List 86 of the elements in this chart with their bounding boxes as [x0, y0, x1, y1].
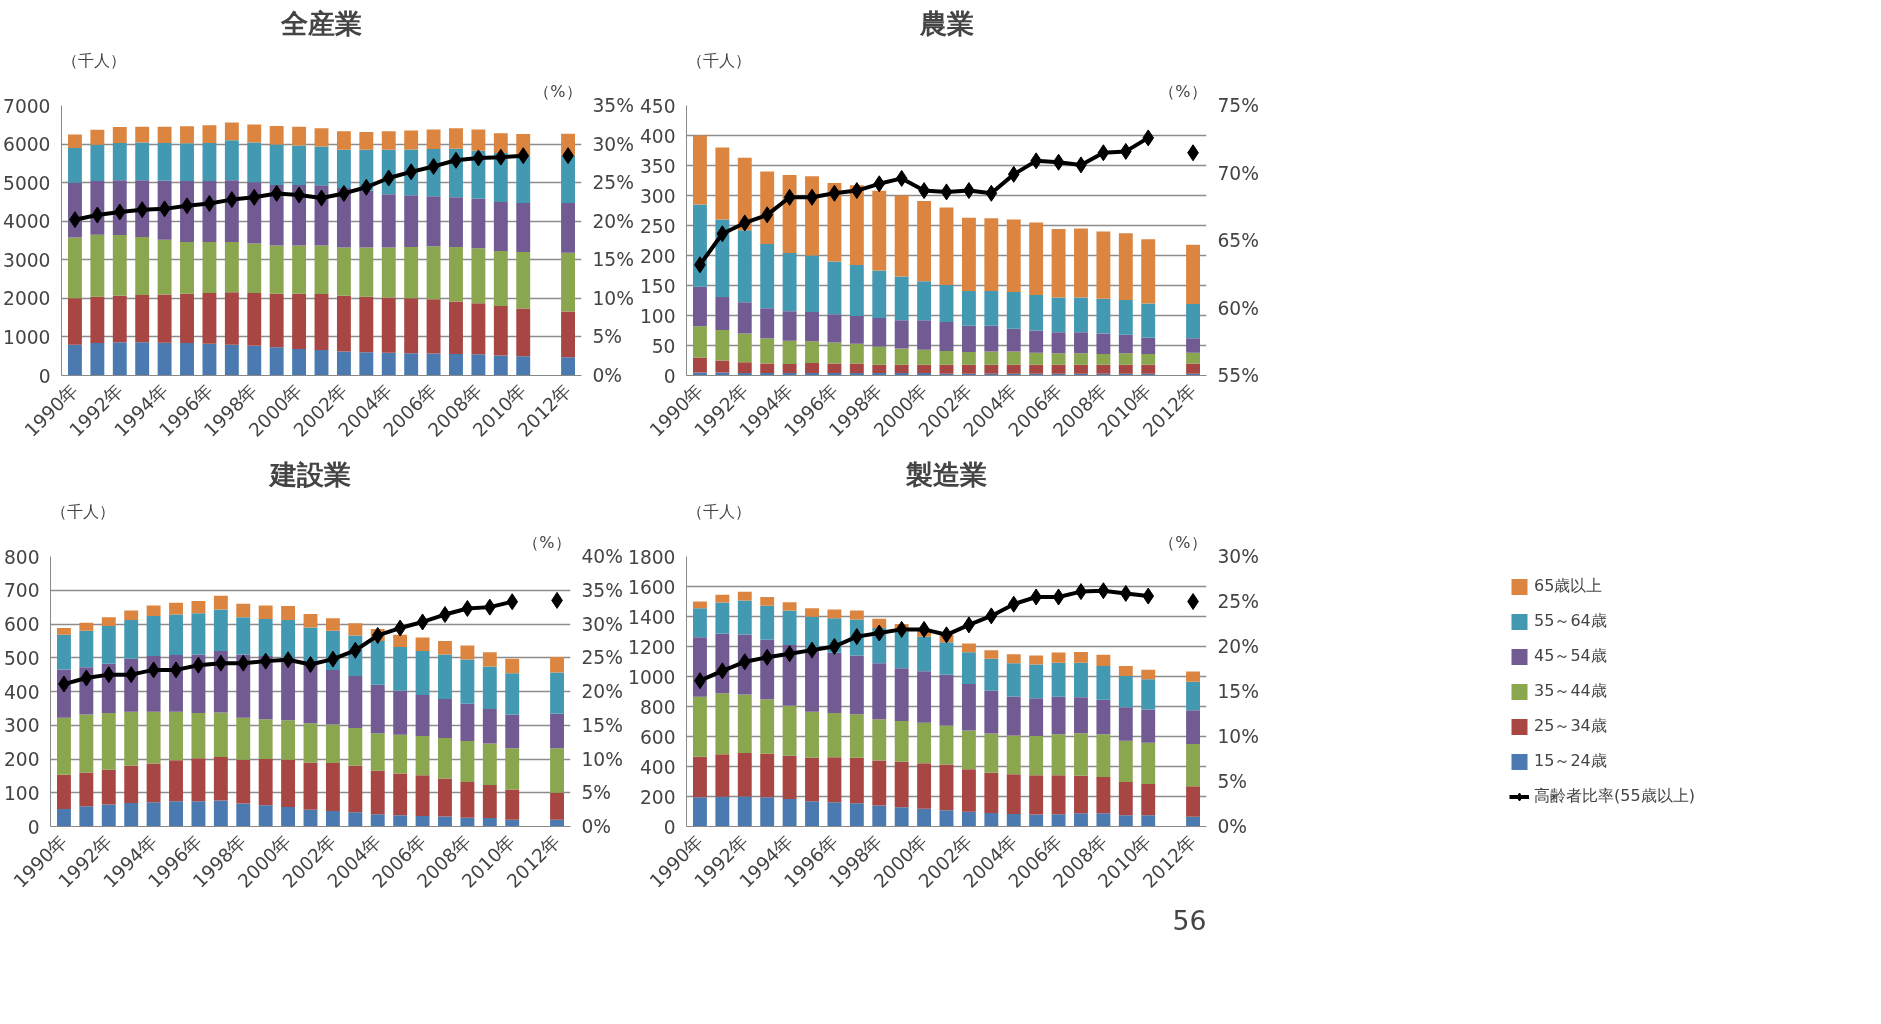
text: 56: [1172, 904, 1207, 936]
y2-tick-label: 65%: [1217, 230, 1259, 251]
y-tick-label: 300: [639, 185, 676, 207]
chart-title: 全産業: [280, 7, 362, 39]
y2-tick-label: 25%: [581, 647, 623, 669]
y-tick-label: 1600: [628, 576, 676, 598]
legend-label: 35～44歳: [1534, 680, 1607, 702]
y2-axis-title: （%）: [1159, 532, 1207, 552]
y2-tick-label: 70%: [1217, 162, 1259, 184]
y-tick-label: 5000: [3, 172, 51, 194]
y2-tick-label: 25%: [1217, 591, 1259, 612]
y2-tick-label: 5%: [581, 782, 612, 804]
y-tick-label: 0: [27, 816, 40, 838]
y2-tick-label: 35%: [581, 579, 623, 601]
y-tick-label: 2000: [3, 288, 51, 310]
y-tick-label: 250: [639, 215, 676, 237]
y-tick-label: 0: [663, 365, 676, 387]
y-tick-label: 1200: [628, 636, 676, 658]
chart-title: 製造業: [905, 458, 987, 490]
y-tick-label: 400: [3, 681, 40, 703]
y-tick-label: 300: [3, 715, 40, 737]
y2-tick-label: 30%: [592, 133, 634, 155]
y-tick-label: 200: [639, 245, 676, 267]
y-tick-label: 150: [639, 275, 676, 297]
y2-tick-label: 20%: [1217, 636, 1259, 657]
y2-tick-label: 60%: [1217, 297, 1259, 319]
y-axis-title: （千人）: [61, 50, 126, 70]
y2-axis-title: （%）: [1159, 81, 1207, 101]
y-tick-label: 1400: [628, 606, 676, 628]
y2-tick-label: 40%: [581, 546, 623, 567]
chart-title: 建設業: [268, 458, 351, 490]
y-tick-label: 600: [3, 614, 40, 635]
y-tick-label: 800: [3, 546, 40, 568]
y-tick-label: 4000: [3, 211, 51, 233]
legend-label: 45～54歳: [1534, 645, 1607, 667]
y-tick-label: 0: [663, 816, 676, 838]
y2-tick-label: 0%: [592, 365, 623, 386]
y-tick-label: 1000: [3, 326, 51, 348]
y2-tick-label: 10%: [581, 748, 623, 770]
y-tick-label: 600: [639, 726, 676, 748]
y-tick-label: 1000: [628, 666, 676, 688]
y-tick-label: 500: [3, 647, 40, 669]
y2-tick-label: 10%: [1217, 726, 1259, 747]
y2-tick-label: 5%: [592, 326, 623, 348]
y2-axis-title: （%）: [523, 532, 571, 552]
y2-tick-label: 15%: [1217, 681, 1259, 702]
y2-tick-label: 15%: [581, 714, 623, 736]
y-tick-label: 100: [3, 782, 40, 804]
y-tick-label: 50: [651, 335, 676, 357]
y2-tick-label: 0%: [581, 816, 612, 837]
y-axis-title: （千人）: [50, 501, 115, 521]
y-tick-label: 400: [639, 125, 676, 147]
y2-tick-label: 25%: [592, 172, 634, 194]
y-tick-label: 350: [639, 155, 676, 177]
y-tick-label: 200: [3, 749, 40, 770]
y2-tick-label: 5%: [1217, 771, 1248, 792]
y2-tick-label: 20%: [592, 210, 634, 232]
legend-label: 55～64歳: [1534, 610, 1607, 632]
y-tick-label: 800: [639, 696, 676, 718]
y-axis-title: （千人）: [686, 501, 751, 521]
legend-label: 15～24歳: [1534, 750, 1607, 772]
y-tick-label: 400: [639, 756, 676, 778]
legend-label: 高齢者比率(55歳以上): [1534, 785, 1695, 807]
y2-axis-title: （%）: [534, 81, 582, 101]
y-tick-label: 700: [3, 580, 40, 602]
y2-tick-label: 30%: [1217, 546, 1259, 567]
y2-tick-label: 75%: [1217, 95, 1259, 116]
y-tick-label: 200: [639, 786, 676, 808]
y2-tick-label: 30%: [581, 613, 623, 635]
y-tick-label: 0: [38, 365, 51, 387]
legend-label: 25～34歳: [1534, 715, 1607, 737]
y2-tick-label: 55%: [1217, 365, 1259, 386]
y-tick-label: 3000: [3, 249, 51, 271]
y-tick-label: 6000: [3, 134, 51, 156]
y-axis-title: （千人）: [686, 50, 751, 70]
chart-title: 農業: [918, 7, 974, 39]
y2-tick-label: 0%: [1217, 816, 1248, 837]
y-tick-label: 7000: [3, 95, 51, 117]
y2-tick-label: 15%: [592, 249, 634, 271]
y2-tick-label: 35%: [592, 95, 634, 116]
y2-tick-label: 20%: [581, 681, 623, 702]
y-tick-label: 100: [639, 305, 676, 327]
y-tick-label: 1800: [628, 546, 676, 568]
legend-label: 65歳以上: [1534, 575, 1603, 597]
y-tick-label: 450: [639, 95, 676, 117]
y2-tick-label: 10%: [592, 287, 634, 309]
